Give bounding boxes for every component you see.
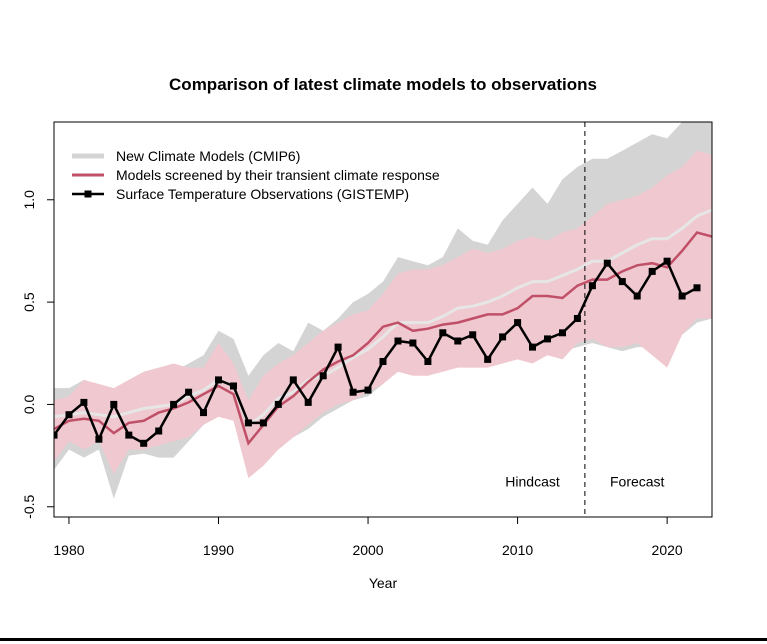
- observation-point: [200, 409, 207, 417]
- y-tick-label: -0.5: [21, 494, 37, 518]
- x-tick-label: 2010: [502, 542, 533, 558]
- observation-point: [529, 343, 536, 351]
- x-axis: 1980 1990 2000 2010 2020: [53, 517, 683, 558]
- observation-point: [80, 398, 88, 406]
- y-tick-label: 1.0: [21, 190, 37, 210]
- chart-title: Comparison of latest climate models to o…: [169, 75, 597, 94]
- observation-point: [110, 400, 118, 408]
- observation-point: [484, 355, 492, 363]
- observation-point: [439, 329, 447, 337]
- x-tick-label: 2000: [352, 542, 383, 558]
- observation-point: [319, 372, 327, 380]
- observation-point: [140, 439, 148, 447]
- observation-point: [364, 386, 372, 394]
- observation-point: [499, 333, 507, 341]
- legend: New Climate Models (CMIP6) Models screen…: [72, 148, 440, 202]
- observation-point: [573, 315, 581, 322]
- observation-point: [230, 382, 237, 390]
- observation-point: [394, 337, 402, 345]
- observation-point: [334, 343, 342, 351]
- observation-point: [289, 376, 297, 384]
- x-tick-label: 2020: [652, 542, 683, 558]
- x-tick-label: 1990: [203, 542, 234, 558]
- legend-label-cmip6: New Climate Models (CMIP6): [116, 148, 300, 164]
- screened-mean-line: [54, 231, 712, 446]
- observation-point: [170, 400, 178, 408]
- observation-point: [469, 331, 477, 339]
- observation-point: [274, 400, 282, 408]
- observation-point: [304, 398, 312, 406]
- observation-point: [125, 431, 133, 439]
- observation-point: [65, 411, 73, 419]
- observation-point: [514, 319, 522, 327]
- hindcast-label: Hindcast: [505, 473, 560, 489]
- observation-point: [155, 427, 163, 435]
- observations-line: [54, 259, 698, 445]
- observation-point: [54, 431, 58, 439]
- plot-frame: [53, 121, 713, 518]
- observation-point: [259, 419, 267, 427]
- observation-point: [544, 335, 551, 343]
- observation-point: [454, 337, 462, 345]
- y-axis: -0.5 0.0 0.5 1.0: [21, 190, 54, 519]
- observation-point: [349, 388, 357, 396]
- cmip6-mean-line: [54, 208, 712, 428]
- observation-point: [678, 292, 686, 300]
- y-tick-label: 0.5: [21, 292, 37, 312]
- observation-point: [215, 376, 222, 384]
- x-axis-label: Year: [369, 575, 398, 591]
- legend-marker-observations: [84, 190, 92, 198]
- legend-label-screened: Models screened by their transient clima…: [116, 167, 440, 183]
- screened-band: [54, 150, 712, 479]
- observation-point: [424, 358, 432, 365]
- observation-point: [603, 259, 611, 267]
- observation-point: [95, 435, 103, 443]
- observation-point: [693, 284, 701, 292]
- plot-area: [54, 122, 712, 499]
- bottom-rule: [0, 638, 767, 641]
- observation-point: [648, 267, 656, 275]
- observation-point: [244, 419, 252, 427]
- observation-point: [633, 292, 641, 300]
- observation-point: [559, 329, 566, 337]
- observation-point: [379, 358, 387, 365]
- y-tick-label: 0.0: [21, 394, 37, 414]
- legend-label-observations: Surface Temperature Observations (GISTEM…: [116, 186, 409, 202]
- observation-point: [618, 278, 626, 286]
- forecast-label: Forecast: [610, 473, 665, 489]
- observation-point: [663, 257, 671, 265]
- observation-point: [588, 282, 596, 290]
- observation-point: [409, 339, 417, 347]
- observation-point: [185, 388, 193, 396]
- x-tick-label: 1980: [53, 542, 84, 558]
